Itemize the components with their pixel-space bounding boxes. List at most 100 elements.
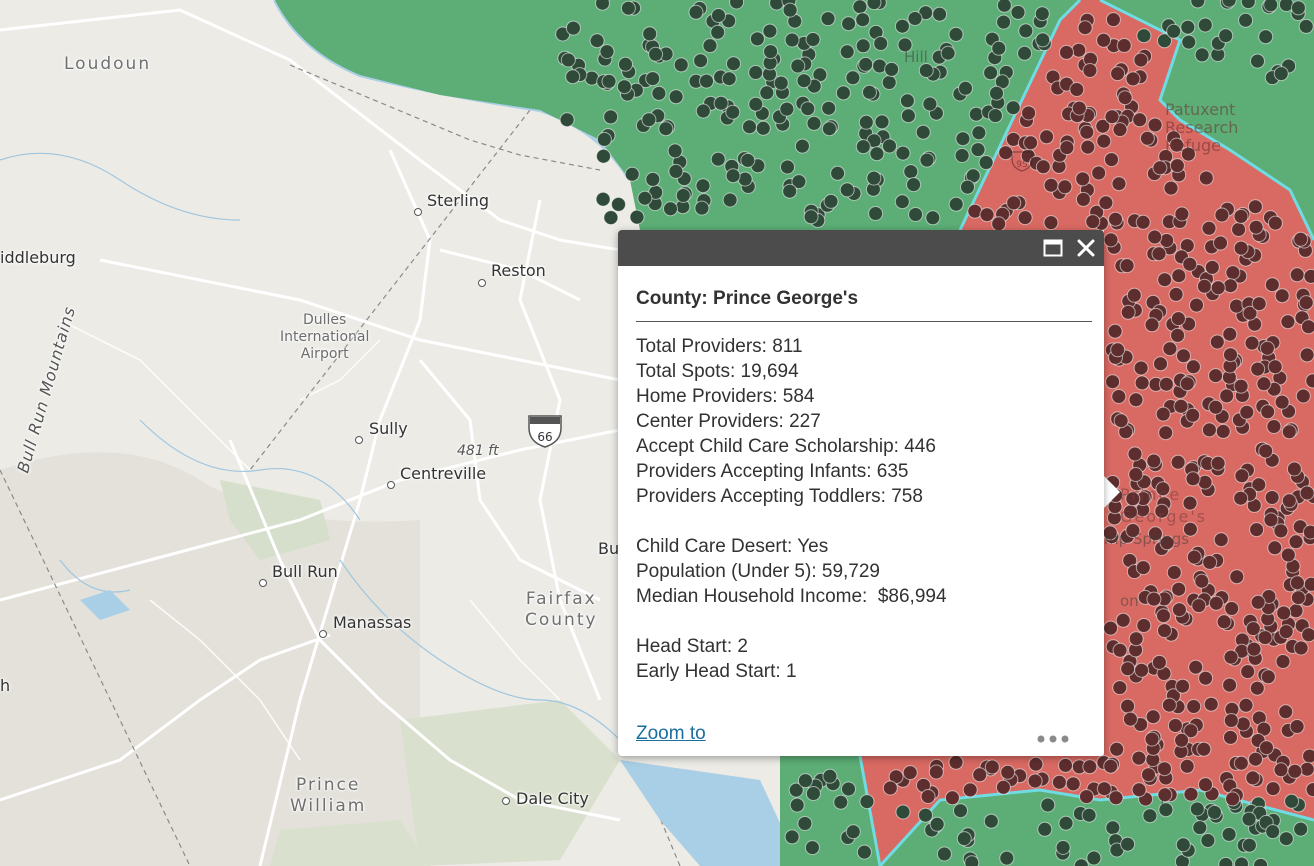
provider-point[interactable] [1241,811,1257,827]
provider-point[interactable] [822,768,838,784]
provider-point[interactable] [1253,857,1269,866]
provider-point[interactable] [1231,222,1247,237]
provider-point[interactable] [748,96,764,112]
provider-point[interactable] [1018,23,1034,39]
close-button[interactable] [1075,237,1097,259]
provider-point[interactable] [1139,130,1155,146]
provider-point[interactable] [906,177,922,193]
provider-point[interactable] [1198,670,1214,686]
provider-point[interactable] [1224,601,1240,616]
provider-point[interactable] [1171,602,1187,618]
provider-point[interactable] [1264,277,1280,293]
provider-point[interactable] [1174,732,1190,748]
provider-point[interactable] [1219,388,1235,404]
provider-point[interactable] [762,23,778,39]
provider-point[interactable] [1035,32,1051,48]
provider-point[interactable] [1128,467,1144,482]
provider-point[interactable] [944,790,960,806]
provider-point[interactable] [983,65,999,81]
provider-point[interactable] [874,114,890,130]
provider-point[interactable] [978,155,994,170]
provider-point[interactable] [858,114,874,130]
provider-point[interactable] [1246,641,1262,657]
provider-point[interactable] [620,0,636,16]
provider-point[interactable] [599,44,615,60]
provider-point[interactable] [1103,232,1119,248]
provider-point[interactable] [1176,348,1191,364]
provider-point[interactable] [1189,297,1204,313]
provider-point[interactable] [603,210,619,226]
provider-point[interactable] [1266,419,1282,434]
provider-point[interactable] [1131,750,1147,766]
provider-point[interactable] [1249,522,1265,538]
provider-point[interactable] [1210,455,1226,471]
provider-point[interactable] [1157,33,1172,49]
provider-point[interactable] [1179,758,1195,774]
provider-point[interactable] [1111,389,1127,404]
provider-point[interactable] [1216,614,1232,630]
provider-point[interactable] [1305,373,1314,389]
provider-point[interactable] [1258,443,1274,459]
provider-point[interactable] [695,178,711,194]
provider-point[interactable] [596,148,611,164]
provider-point[interactable] [1274,394,1290,410]
provider-point[interactable] [790,58,806,74]
provider-point[interactable] [1260,669,1276,685]
provider-point[interactable] [1039,129,1055,145]
provider-point[interactable] [908,207,924,222]
provider-point[interactable] [1188,659,1204,675]
provider-point[interactable] [1095,118,1111,134]
provider-point[interactable] [1238,697,1254,713]
ellipsis-icon[interactable] [1036,733,1070,745]
provider-point[interactable] [991,40,1007,56]
provider-point[interactable] [1108,790,1124,806]
provider-point[interactable] [1142,808,1158,824]
provider-point[interactable] [1112,122,1128,138]
provider-point[interactable] [1037,821,1053,837]
provider-point[interactable] [1229,569,1245,585]
provider-point[interactable] [1299,347,1314,363]
provider-point[interactable] [925,210,941,226]
provider-point[interactable] [1175,837,1191,853]
provider-point[interactable] [1198,170,1214,186]
provider-point[interactable] [1133,360,1149,376]
provider-point[interactable] [773,75,789,91]
provider-point[interactable] [1250,361,1266,377]
provider-point[interactable] [1006,195,1022,211]
provider-point[interactable] [1028,756,1044,772]
provider-point[interactable] [637,190,653,206]
provider-point[interactable] [1034,6,1050,22]
provider-point[interactable] [663,201,678,217]
provider-point[interactable] [940,45,956,61]
provider-point[interactable] [1166,23,1182,39]
provider-point[interactable] [1250,53,1265,69]
provider-point[interactable] [695,103,711,119]
provider-point[interactable] [1202,554,1218,570]
provider-point[interactable] [1233,208,1249,224]
provider-point[interactable] [1043,215,1059,231]
provider-point[interactable] [1225,265,1241,281]
provider-point[interactable] [972,767,988,783]
provider-point[interactable] [1145,709,1161,725]
provider-point[interactable] [595,0,610,11]
provider-point[interactable] [1249,680,1265,696]
provider-point[interactable] [1155,481,1171,497]
provider-point[interactable] [920,789,936,804]
provider-point[interactable] [902,765,918,781]
provider-point[interactable] [1299,485,1314,501]
provider-point[interactable] [862,84,877,100]
provider-point[interactable] [1244,335,1260,351]
provider-point[interactable] [1157,623,1172,639]
provider-point[interactable] [791,174,807,190]
provider-point[interactable] [565,20,581,36]
provider-point[interactable] [1215,423,1231,439]
provider-point[interactable] [858,56,874,72]
provider-point[interactable] [675,188,691,203]
provider-point[interactable] [1158,376,1174,392]
provider-point[interactable] [726,56,741,72]
provider-point[interactable] [688,4,704,20]
provider-point[interactable] [1263,0,1279,13]
provider-point[interactable] [1208,368,1224,384]
provider-point[interactable] [805,786,821,801]
provider-point[interactable] [618,56,633,72]
